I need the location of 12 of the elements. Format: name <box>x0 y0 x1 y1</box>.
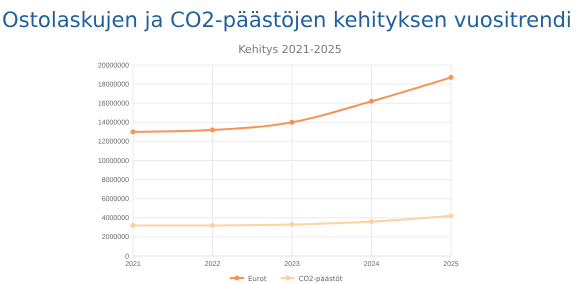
point <box>130 222 136 228</box>
point <box>369 219 374 224</box>
point <box>448 74 454 80</box>
point <box>290 222 294 227</box>
chart-title: Ostolaskujen ja CO2-päästöjen kehityksen vuositrendi <box>2 7 572 32</box>
point <box>369 98 374 104</box>
point <box>290 120 294 125</box>
point <box>130 129 136 134</box>
chart-subtitle: Kehitys 2021-2025 <box>238 43 342 56</box>
point <box>448 213 454 218</box>
point <box>210 222 215 228</box>
point <box>210 127 215 132</box>
